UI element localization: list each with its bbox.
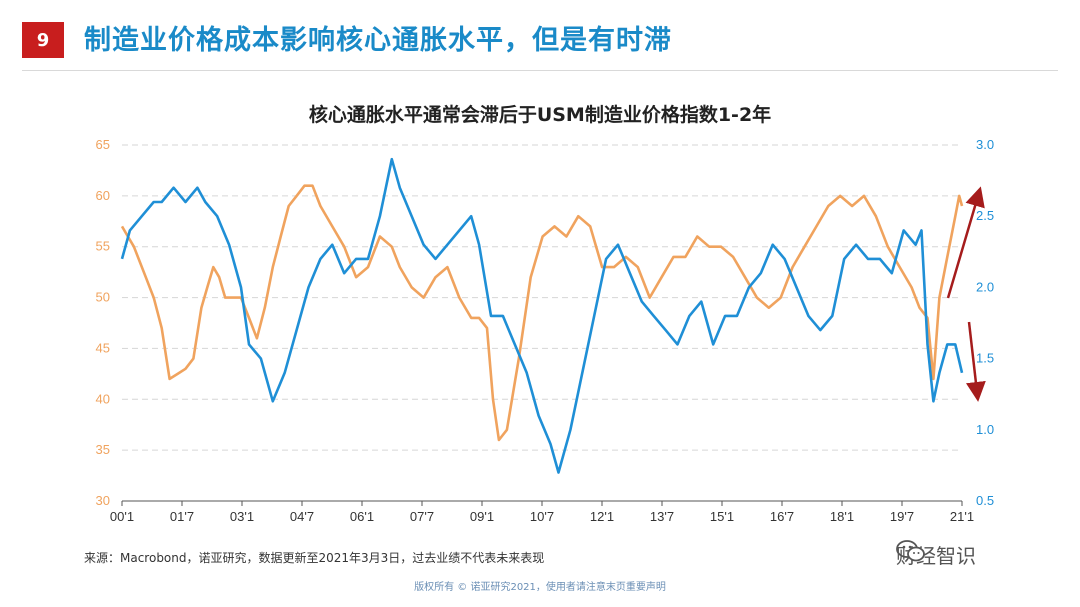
x-tick-label: 06'1 xyxy=(350,509,374,524)
x-tick-label: 07'7 xyxy=(410,509,434,524)
x-tick-label: 18'1 xyxy=(830,509,854,524)
y-left-tick-label: 50 xyxy=(96,290,110,305)
y-right-tick-label: 1.0 xyxy=(976,422,994,437)
x-tick-label: 00'1 xyxy=(110,509,134,524)
y-left-tick-label: 55 xyxy=(96,239,110,254)
y-left-tick-label: 35 xyxy=(96,442,110,457)
x-tick-label: 16'7 xyxy=(770,509,794,524)
x-tick-label: 03'1 xyxy=(230,509,254,524)
y-left-tick-label: 30 xyxy=(96,493,110,508)
slide-number-badge: 9 xyxy=(22,22,64,58)
x-tick-label: 04'7 xyxy=(290,509,314,524)
arrow-up-annotation xyxy=(946,186,985,299)
y-right-tick-label: 2.0 xyxy=(976,279,994,294)
x-tick-label: 09'1 xyxy=(470,509,494,524)
watermark: 财经智识 xyxy=(896,540,976,569)
y-right-tick-label: 2.5 xyxy=(976,208,994,223)
source-note: 来源：Macrobond，诺亚研究，数据更新至2021年3月3日，过去业绩不代表… xyxy=(84,551,545,565)
chart-title: 核心通胀水平通常会滞后于USM制造业价格指数1-2年 xyxy=(308,104,772,126)
x-tick-label: 10'7 xyxy=(530,509,554,524)
y-left-tick-label: 60 xyxy=(96,188,110,203)
x-tick-label: 19'7 xyxy=(890,509,914,524)
y-left-tick-label: 45 xyxy=(96,340,110,355)
x-tick-label: 13'7 xyxy=(650,509,674,524)
series-line-right xyxy=(120,157,964,474)
x-tick-label: 12'1 xyxy=(590,509,614,524)
slide-title: 制造业价格成本影响核心通胀水平，但是有时滞 xyxy=(84,25,672,56)
y-left-tick-label: 65 xyxy=(96,137,110,152)
x-tick-label: 15'1 xyxy=(710,509,734,524)
wechat-icon xyxy=(896,540,925,562)
arrow-down-annotation xyxy=(965,321,986,402)
y-right-tick-label: 3.0 xyxy=(976,137,994,152)
y-right-tick-label: 1.5 xyxy=(976,351,994,366)
title-divider xyxy=(22,70,1058,71)
series-line-left xyxy=(120,184,964,442)
x-tick-label: 01'7 xyxy=(170,509,194,524)
y-right-tick-label: 0.5 xyxy=(976,493,994,508)
copyright-note: 版权所有 © 诺亚研究2021，使用者请注意末页重要声明 xyxy=(414,582,666,593)
x-tick-label: 21'1 xyxy=(950,509,974,524)
y-left-tick-label: 40 xyxy=(96,391,110,406)
